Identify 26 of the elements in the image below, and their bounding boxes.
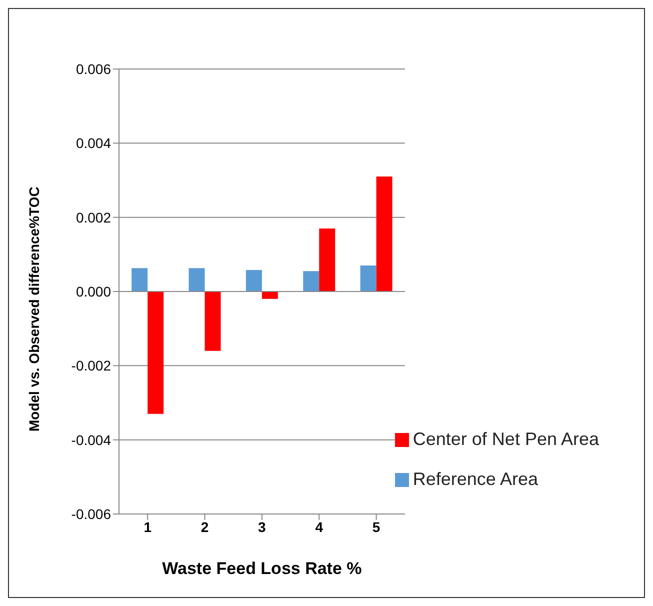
y-tick-label: -0.006 — [71, 506, 112, 522]
x-axis-title: Waste Feed Loss Rate % — [162, 559, 362, 578]
x-tick-label: 3 — [258, 518, 266, 535]
x-tick-label: 4 — [315, 518, 324, 535]
y-axis-title: Model vs. Observed difference%TOC — [26, 186, 42, 432]
y-tick-label: 0.006 — [76, 60, 112, 77]
y-tick-label: -0.002 — [71, 358, 112, 374]
x-tick-label: 2 — [200, 518, 209, 535]
bar — [303, 271, 320, 292]
bar — [132, 268, 148, 292]
bar — [376, 176, 392, 292]
x-tick-label: 5 — [372, 518, 380, 535]
bar — [360, 266, 376, 292]
bar — [148, 292, 164, 414]
y-tick-label: 0.000 — [76, 283, 112, 300]
legend-label: Center of Net Pen Area — [412, 429, 599, 449]
bar — [188, 268, 205, 292]
bar — [204, 292, 221, 351]
y-tick-label: 0.002 — [76, 209, 112, 226]
bar — [262, 292, 278, 299]
y-tick-label: -0.004 — [71, 432, 112, 448]
x-tick-label: 1 — [144, 518, 152, 535]
bar — [319, 228, 336, 292]
bar — [246, 270, 262, 292]
legend-label: Reference Area — [412, 469, 538, 489]
y-tick-label: 0.004 — [76, 135, 112, 152]
